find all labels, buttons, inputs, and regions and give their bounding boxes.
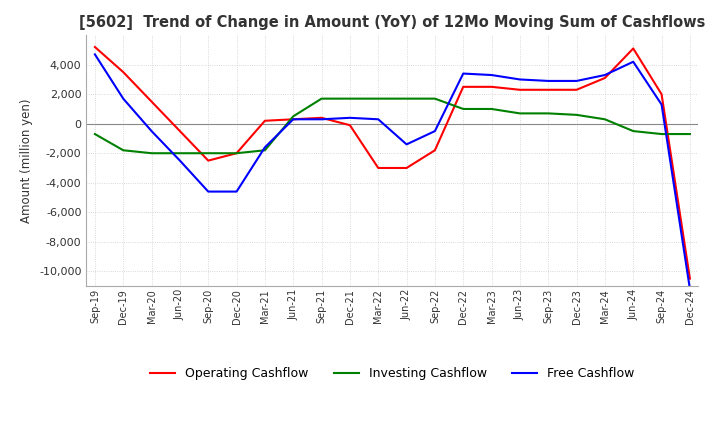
Investing Cashflow [516, 111, 524, 116]
Free Cashflow [176, 158, 184, 163]
Operating Cashflow [261, 118, 269, 123]
Operating Cashflow [431, 148, 439, 153]
Y-axis label: Amount (million yen): Amount (million yen) [20, 99, 34, 223]
Investing Cashflow [204, 150, 212, 156]
Line: Free Cashflow: Free Cashflow [95, 55, 690, 289]
Free Cashflow [544, 78, 552, 84]
Operating Cashflow [318, 115, 326, 121]
Operating Cashflow [233, 150, 241, 156]
Free Cashflow [233, 189, 241, 194]
Investing Cashflow [148, 150, 156, 156]
Operating Cashflow [544, 87, 552, 92]
Investing Cashflow [600, 117, 609, 122]
Investing Cashflow [119, 148, 127, 153]
Investing Cashflow [91, 132, 99, 137]
Investing Cashflow [176, 150, 184, 156]
Investing Cashflow [431, 96, 439, 101]
Free Cashflow [148, 128, 156, 134]
Operating Cashflow [204, 158, 212, 163]
Operating Cashflow [374, 165, 382, 171]
Line: Operating Cashflow: Operating Cashflow [95, 47, 690, 279]
Investing Cashflow [289, 114, 297, 119]
Free Cashflow [346, 115, 354, 121]
Investing Cashflow [487, 106, 496, 112]
Investing Cashflow [233, 150, 241, 156]
Operating Cashflow [148, 99, 156, 104]
Operating Cashflow [629, 46, 637, 51]
Operating Cashflow [289, 117, 297, 122]
Free Cashflow [657, 102, 666, 107]
Investing Cashflow [374, 96, 382, 101]
Free Cashflow [459, 71, 467, 76]
Investing Cashflow [629, 128, 637, 134]
Investing Cashflow [544, 111, 552, 116]
Free Cashflow [402, 142, 411, 147]
Investing Cashflow [459, 106, 467, 112]
Investing Cashflow [572, 112, 581, 117]
Free Cashflow [289, 117, 297, 122]
Free Cashflow [374, 117, 382, 122]
Investing Cashflow [261, 148, 269, 153]
Operating Cashflow [600, 75, 609, 81]
Operating Cashflow [176, 128, 184, 134]
Free Cashflow [318, 117, 326, 122]
Operating Cashflow [572, 87, 581, 92]
Free Cashflow [629, 59, 637, 64]
Free Cashflow [516, 77, 524, 82]
Investing Cashflow [685, 132, 694, 137]
Free Cashflow [431, 128, 439, 134]
Free Cashflow [572, 78, 581, 84]
Line: Investing Cashflow: Investing Cashflow [95, 99, 690, 153]
Investing Cashflow [318, 96, 326, 101]
Operating Cashflow [119, 70, 127, 75]
Legend: Operating Cashflow, Investing Cashflow, Free Cashflow: Operating Cashflow, Investing Cashflow, … [145, 362, 639, 385]
Investing Cashflow [346, 96, 354, 101]
Title: [5602]  Trend of Change in Amount (YoY) of 12Mo Moving Sum of Cashflows: [5602] Trend of Change in Amount (YoY) o… [79, 15, 706, 30]
Free Cashflow [204, 189, 212, 194]
Operating Cashflow [487, 84, 496, 89]
Operating Cashflow [91, 44, 99, 50]
Investing Cashflow [402, 96, 411, 101]
Free Cashflow [487, 73, 496, 78]
Operating Cashflow [402, 165, 411, 171]
Operating Cashflow [459, 84, 467, 89]
Operating Cashflow [346, 123, 354, 128]
Free Cashflow [91, 52, 99, 57]
Investing Cashflow [657, 132, 666, 137]
Free Cashflow [261, 145, 269, 150]
Operating Cashflow [685, 276, 694, 281]
Free Cashflow [119, 96, 127, 101]
Free Cashflow [685, 286, 694, 292]
Operating Cashflow [657, 92, 666, 97]
Free Cashflow [600, 73, 609, 78]
Operating Cashflow [516, 87, 524, 92]
